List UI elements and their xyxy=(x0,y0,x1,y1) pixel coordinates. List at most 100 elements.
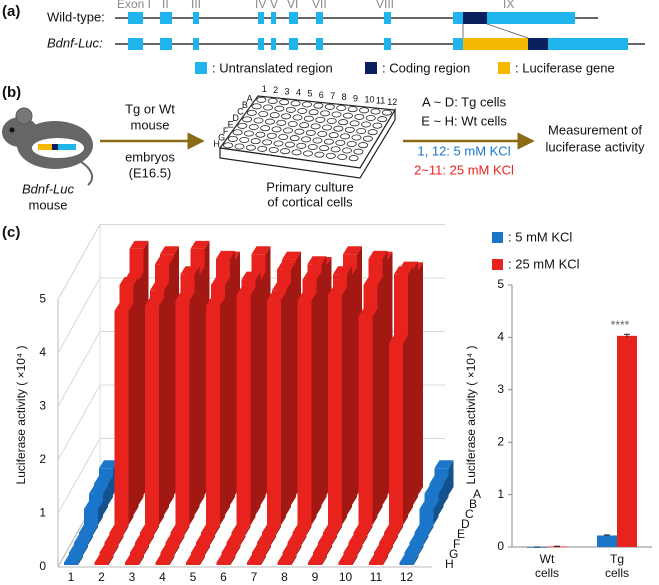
bar-side xyxy=(123,524,129,535)
bar-side xyxy=(301,534,307,545)
exon-label: II xyxy=(162,0,169,11)
y-tick-label: 1 xyxy=(497,487,504,501)
plate-row-label: B xyxy=(242,100,248,110)
bar-top xyxy=(343,544,363,553)
bar-3d xyxy=(216,554,236,565)
well xyxy=(354,113,365,120)
bar-3d xyxy=(84,500,103,525)
bar-front xyxy=(384,532,398,535)
mouse-label: Bdnf-Luc xyxy=(22,181,75,196)
x-tick-label: 8 xyxy=(281,570,288,584)
bar-side xyxy=(286,282,291,515)
bar-front xyxy=(399,562,414,565)
bar-side xyxy=(347,266,352,515)
bar-side xyxy=(418,262,423,495)
bar-side xyxy=(321,256,327,505)
bar-3d xyxy=(267,292,286,525)
well xyxy=(250,138,261,145)
plate-row-label: D xyxy=(232,113,239,123)
bar-front xyxy=(318,542,332,545)
well xyxy=(307,143,318,150)
bar-front xyxy=(236,294,251,525)
bar-front xyxy=(74,542,88,545)
step-text: mouse xyxy=(130,117,169,132)
well xyxy=(223,142,234,149)
well xyxy=(317,130,328,137)
well xyxy=(243,130,254,137)
bar-3d xyxy=(186,554,205,565)
exon-label: VI xyxy=(287,0,298,11)
well xyxy=(266,132,277,139)
well xyxy=(284,141,295,148)
well xyxy=(338,119,349,126)
well xyxy=(256,96,267,103)
bar-3d xyxy=(145,297,164,525)
bar-side xyxy=(149,534,154,545)
bar-top xyxy=(231,524,251,533)
bar-top xyxy=(145,297,164,306)
bar-front xyxy=(323,532,337,535)
well xyxy=(262,104,273,111)
bar-top xyxy=(165,534,185,543)
bar-3d xyxy=(226,534,246,545)
well xyxy=(273,140,284,147)
bar-front xyxy=(231,532,246,535)
well xyxy=(347,106,358,113)
bar-top xyxy=(343,246,362,255)
well xyxy=(253,117,264,124)
bar-top xyxy=(399,554,419,563)
row-label: C xyxy=(465,507,474,521)
bar-3d xyxy=(109,524,129,535)
bar-top xyxy=(404,544,424,553)
bar-side xyxy=(240,534,246,545)
bar-3d xyxy=(369,554,388,565)
bar-top xyxy=(140,524,159,533)
bar-side xyxy=(179,534,185,545)
bar-side xyxy=(139,554,144,565)
bar-top xyxy=(160,246,179,255)
bar-front xyxy=(297,300,312,525)
plate-row-label: C xyxy=(237,107,244,117)
bar-side xyxy=(423,534,429,545)
well xyxy=(299,122,310,129)
bar-top xyxy=(368,250,388,259)
y-tick-label: 4 xyxy=(39,345,46,359)
bar-side xyxy=(261,554,266,565)
bar-top xyxy=(434,460,454,469)
bar-front xyxy=(99,552,114,555)
condition-text: 1, 12: 5 mM KCl xyxy=(417,143,510,158)
bar-top xyxy=(99,544,119,553)
bar-top xyxy=(191,544,210,553)
bar-3d xyxy=(313,544,332,555)
bar-side xyxy=(169,256,174,505)
well xyxy=(337,153,348,160)
x-tick-label: 9 xyxy=(312,570,319,584)
bar-top xyxy=(236,286,256,295)
bar-3d xyxy=(170,524,190,535)
bar-front xyxy=(338,562,353,565)
bar-3d xyxy=(79,524,98,535)
bar-3d xyxy=(196,534,215,545)
bar-3d xyxy=(384,524,403,535)
row-label: D xyxy=(461,517,470,531)
bar-side xyxy=(93,524,98,535)
bar-side xyxy=(128,303,134,525)
plate-column-label: 4 xyxy=(296,87,301,97)
legend-swatch xyxy=(492,232,503,243)
bar-front xyxy=(216,562,231,565)
bar-top xyxy=(99,460,118,469)
bar-top xyxy=(247,554,266,563)
bar-top xyxy=(338,554,358,563)
bar-3d xyxy=(257,534,276,545)
bar-top xyxy=(409,534,429,543)
bar-side xyxy=(88,534,93,545)
bar-top xyxy=(252,544,271,553)
y-tick-label: 4 xyxy=(497,330,504,344)
bar-top xyxy=(119,276,139,285)
plate-column-label: 9 xyxy=(353,93,358,103)
well xyxy=(245,144,256,151)
bar-front xyxy=(64,562,78,565)
well xyxy=(297,108,308,115)
well xyxy=(321,124,332,131)
